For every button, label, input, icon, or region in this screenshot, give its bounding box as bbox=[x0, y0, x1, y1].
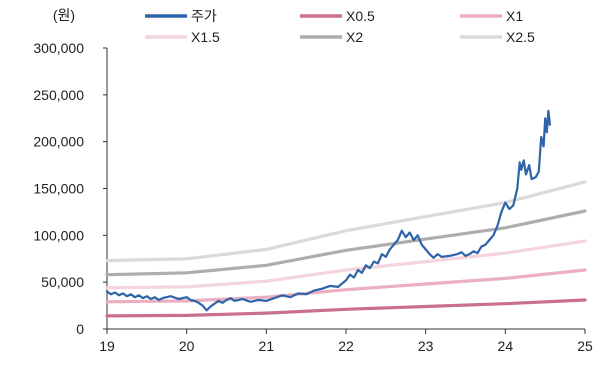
series-line-4 bbox=[105, 209, 587, 277]
legend-label-1: X0.5 bbox=[346, 8, 375, 24]
y-tick-label: 150,000 bbox=[33, 181, 84, 197]
legend-label-4: X2 bbox=[346, 29, 363, 45]
x-tick-label: 23 bbox=[418, 338, 434, 354]
series-line-2 bbox=[105, 268, 587, 304]
series-layer bbox=[105, 109, 587, 318]
legend-label-3: X1.5 bbox=[191, 29, 220, 45]
x-tick-label: 22 bbox=[338, 338, 354, 354]
series-line-0 bbox=[105, 109, 551, 312]
y-tick-label: 100,000 bbox=[33, 227, 84, 243]
x-tick-label: 25 bbox=[577, 338, 593, 354]
x-tick-label: 24 bbox=[498, 338, 514, 354]
legend-label-2: X1 bbox=[506, 8, 523, 24]
y-unit-label: (원) bbox=[53, 7, 75, 23]
series-line-1 bbox=[105, 298, 587, 318]
legend-label-0: 주가 bbox=[191, 8, 217, 24]
x-tick-label: 21 bbox=[259, 338, 275, 354]
y-tick-label: 0 bbox=[76, 321, 84, 337]
x-axis: 19 20 21 22 23 24 25 bbox=[99, 328, 593, 354]
y-tick-label: 200,000 bbox=[33, 134, 84, 150]
y-tick-label: 300,000 bbox=[33, 40, 84, 56]
series-line-3 bbox=[105, 239, 587, 290]
y-axis: 300,000 250,000 200,000 150,000 100,000 50,00… bbox=[33, 40, 108, 337]
legend: 주가 X0.5 X1 X1.5 X2 X2.5 bbox=[145, 8, 535, 45]
x-tick-label: 19 bbox=[99, 338, 115, 354]
y-tick-label: 50,000 bbox=[41, 274, 84, 290]
legend-label-5: X2.5 bbox=[506, 29, 535, 45]
y-tick-label: 250,000 bbox=[33, 87, 84, 103]
x-tick-label: 20 bbox=[179, 338, 195, 354]
